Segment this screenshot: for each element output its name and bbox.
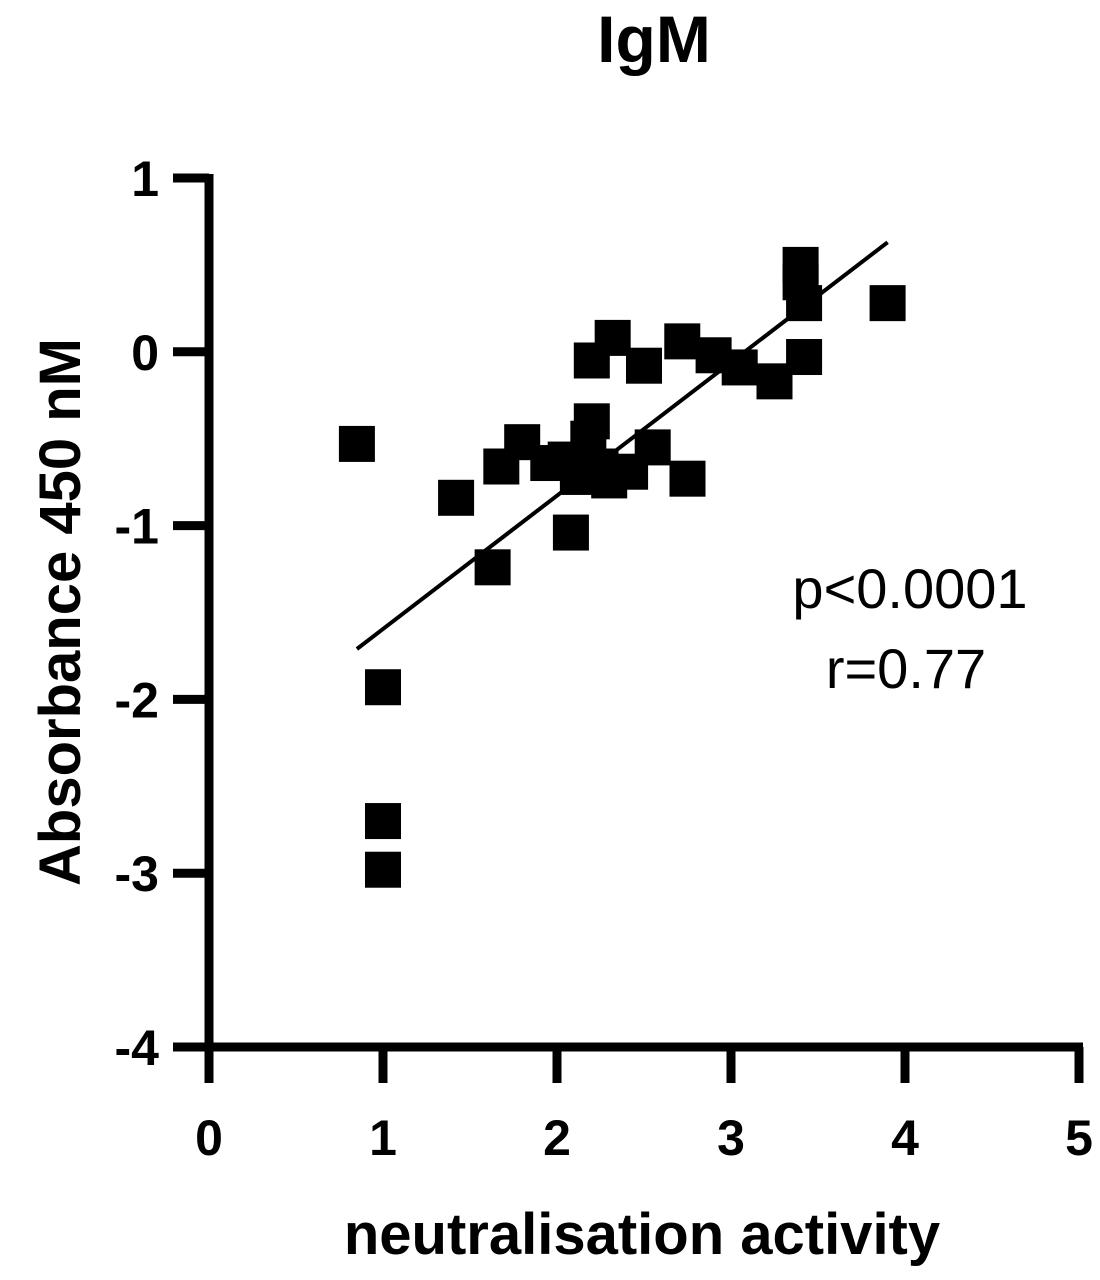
data-point (721, 349, 758, 386)
x-tick-label: 0 (195, 1110, 223, 1166)
data-point (786, 285, 823, 322)
x-tick-label: 3 (717, 1110, 745, 1166)
x-tick-label: 5 (1065, 1110, 1093, 1166)
data-point (626, 347, 662, 384)
data-point (634, 429, 671, 466)
data-points (338, 246, 906, 888)
data-point (474, 549, 511, 586)
data-point (365, 851, 401, 888)
x-tick-label: 1 (369, 1110, 397, 1166)
ticks (173, 173, 1084, 1083)
axes (204, 174, 1083, 1052)
data-point (869, 285, 906, 322)
r-value-label: r=0.77 (826, 637, 986, 700)
x-tick-label: 4 (891, 1110, 919, 1166)
data-point (338, 425, 375, 462)
y-tick-label: 0 (131, 325, 159, 381)
data-point (438, 479, 475, 516)
data-point (365, 669, 401, 706)
x-tick-label: 2 (543, 1110, 571, 1166)
data-point (573, 403, 610, 440)
y-tick-label: -1 (115, 499, 159, 555)
x-axis-title: neutralisation activity (344, 1202, 940, 1267)
y-axis-title: Absorbance 450 nM (28, 338, 93, 886)
p-value-label: p<0.0001 (792, 557, 1027, 620)
data-point (365, 803, 401, 840)
data-point (594, 319, 631, 356)
data-point (669, 460, 706, 497)
y-tick-label: -4 (115, 1020, 160, 1076)
y-tick-label: -3 (115, 846, 159, 902)
data-point (664, 323, 701, 360)
data-point (552, 514, 589, 551)
y-tick-label: -2 (115, 672, 159, 728)
y-tick-label: 1 (131, 151, 159, 207)
data-point (786, 339, 823, 376)
tick-labels: 0 1 2 3 4 5 1 0 -1 -2 -3 -4 (115, 151, 1093, 1166)
chart-title: IgM (597, 2, 711, 76)
